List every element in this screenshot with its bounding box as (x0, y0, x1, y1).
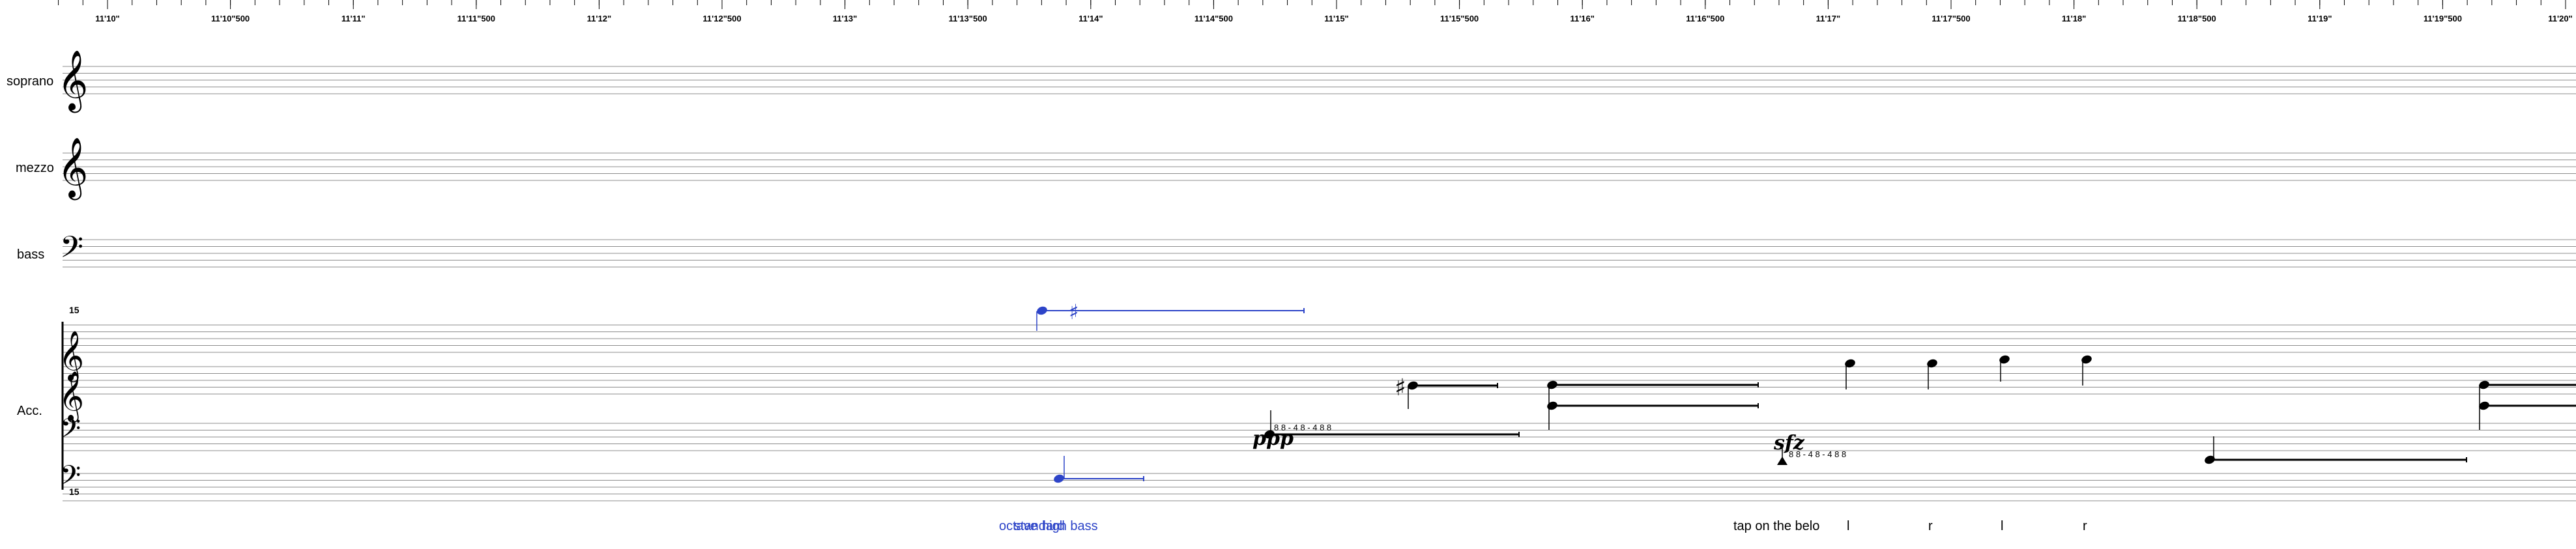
note-head (2081, 355, 2092, 364)
ruler-label: 11'15"500 (1440, 14, 1479, 23)
dynamic-sfz: sfz (1773, 432, 1805, 455)
note-head (2205, 455, 2215, 464)
note-head (1547, 401, 1557, 410)
ruler-label: 11'17" (1816, 14, 1840, 23)
ruler-label: 11'10" (95, 14, 119, 23)
annotation-high-bass: high bass (1042, 519, 1098, 533)
ruler-label: 11'19" (2308, 14, 2332, 23)
annotation-tap: tap on the belo (1733, 519, 1819, 533)
note-head (1845, 359, 1855, 368)
tuplet-label: 8 8 - 4 8 - 4 8 8 (1789, 449, 1846, 459)
staff-name-mezzo: mezzo (16, 161, 54, 175)
ruler-label: 11'20" (2548, 14, 2572, 23)
ruler-label: 11'13" (833, 14, 857, 23)
sharp-icon: ♯ (1069, 300, 1078, 324)
bass-clef-icon: 𝄢 (60, 230, 83, 272)
note-head (1037, 306, 1047, 315)
annotation-hand-3: l (2001, 519, 2003, 533)
ruler-label: 11'19"500 (2424, 14, 2462, 23)
octave-mark-top: 15 (69, 305, 80, 315)
ruler-label: 11'11"500 (457, 14, 495, 23)
ruler-label: 11'16"500 (1686, 14, 1724, 23)
annotation-hand-2: r (1928, 519, 1933, 533)
ruler-label: 11'14"500 (1194, 14, 1233, 23)
sharp-icon: ♯ (1395, 374, 1406, 401)
triangle-note-head (1777, 457, 1787, 465)
ruler-label: 11'16" (1570, 14, 1594, 23)
ruler-label: 11'14" (1078, 14, 1103, 23)
annotation-hand-4: r (2083, 519, 2087, 533)
note-head (2479, 401, 2489, 410)
annotation-hand-1: l (1847, 519, 1849, 533)
time-ruler: 11'10" 11'10"500 11'11" 11'11"500 11'12" 11'1… (58, 0, 2573, 23)
note-head (1264, 430, 1275, 439)
note-head (1054, 474, 1064, 483)
staff-name-acc: Acc. (17, 404, 42, 418)
treble-clef-icon: 𝄞 (57, 49, 88, 113)
ruler-label: 11'12" (587, 14, 611, 23)
ruler-label: 11'10"500 (211, 14, 250, 23)
ruler-label: 11'12"500 (702, 14, 741, 23)
tuplet-label: 8 8 - 4 8 - 4 8 8 (1274, 423, 1331, 432)
note-head (2479, 380, 2489, 389)
annotation-standard: standard (1014, 519, 1065, 533)
ruler-label: 11'17"500 (1932, 14, 1970, 23)
note-head (1408, 381, 1418, 390)
treble-clef-icon: 𝄞 (57, 137, 88, 200)
staff-name-soprano: soprano (7, 74, 53, 89)
annotation-octave: octave (999, 519, 1037, 533)
octave-mark-bottom: 15 (69, 486, 80, 497)
staff-name-bass: bass (17, 247, 44, 262)
ruler-label: 11'15" (1324, 14, 1348, 23)
note-head (1927, 359, 1937, 368)
ruler-label: 11'13"500 (949, 14, 987, 23)
note-head (1547, 380, 1557, 389)
note-head (1999, 355, 2010, 364)
ruler-label: 11'11" (341, 14, 366, 23)
ruler-label: 11'18"500 (2178, 14, 2216, 23)
staff-lines (63, 66, 2576, 501)
ruler-label: 11'18" (2062, 14, 2086, 23)
